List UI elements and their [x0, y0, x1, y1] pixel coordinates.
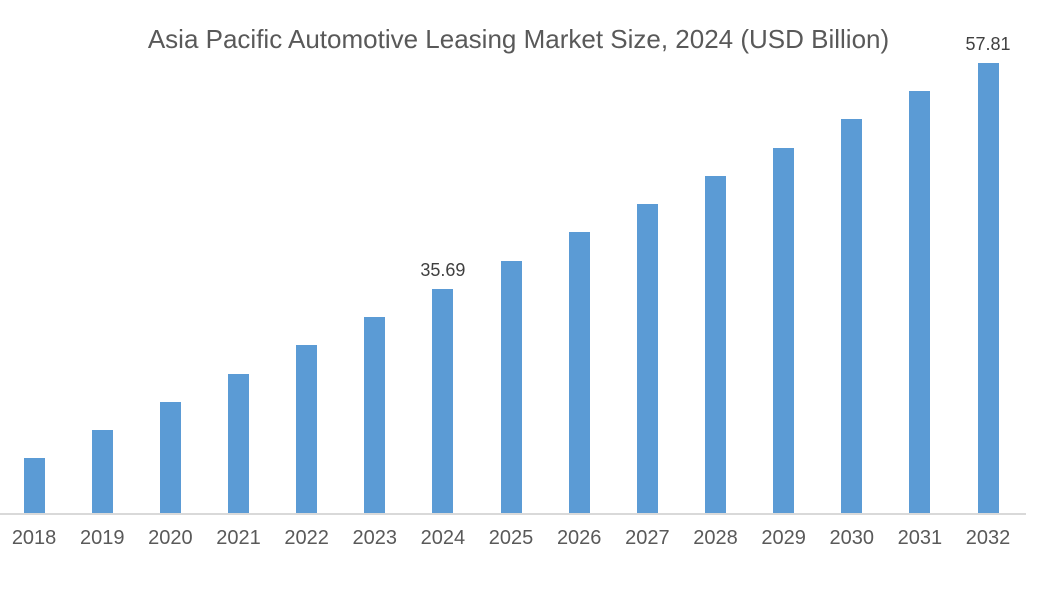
bar-2024 [432, 289, 454, 513]
bar-column-2025 [477, 58, 545, 513]
bar-column-2027 [613, 58, 681, 513]
bar-column-2022 [273, 58, 341, 513]
bar-2025 [500, 261, 522, 513]
bar-2028 [704, 176, 726, 513]
x-axis-tick-labels: 2018 2019 2020 2021 2022 2023 2024 2025 2026 2027… [0, 527, 1022, 549]
x-tick-2018: 2018 [11, 527, 57, 549]
data-label-2032: 57.81 [965, 34, 1011, 55]
x-tick-2029: 2029 [761, 527, 806, 549]
bar-column-2032: 57.81 [954, 34, 1022, 513]
bar-2030 [841, 119, 863, 513]
x-tick-2030: 2030 [829, 527, 875, 549]
x-tick-2028: 2028 [693, 527, 738, 549]
bar-column-2019 [68, 58, 136, 513]
x-tick-2027: 2027 [625, 527, 670, 549]
bar-column-2024: 35.69 [409, 58, 477, 513]
bar-column-2026 [545, 58, 613, 513]
bar-column-2021 [204, 58, 272, 513]
bar-2029 [773, 148, 795, 513]
x-tick-2023: 2023 [352, 527, 398, 549]
bar-column-2031 [886, 58, 954, 513]
bar-2026 [568, 232, 590, 513]
bar-column-2023 [341, 58, 409, 513]
x-tick-2025: 2025 [488, 527, 534, 549]
x-tick-2019: 2019 [79, 527, 125, 549]
bar-column-2018 [0, 58, 68, 513]
bar-2021 [227, 374, 249, 513]
bar-2032 [977, 63, 999, 513]
bar-column-2020 [136, 58, 204, 513]
x-axis-line [0, 513, 1026, 515]
x-tick-2032: 2032 [965, 527, 1011, 549]
data-label-2024: 35.69 [420, 260, 466, 281]
bar-2022 [296, 345, 318, 513]
bar-2027 [636, 204, 658, 513]
chart-title: Asia Pacific Automotive Leasing Market S… [147, 24, 890, 54]
plot-area: 35.69 57.81 [0, 34, 1022, 513]
bar-2018 [23, 458, 45, 513]
bar-column-2029 [750, 58, 818, 513]
bar-2020 [159, 402, 181, 513]
bar-column-2028 [681, 58, 749, 513]
x-tick-2026: 2026 [556, 527, 602, 549]
bar-2019 [91, 430, 113, 513]
x-tick-2020: 2020 [148, 527, 193, 549]
bar-2023 [364, 317, 386, 513]
bar-2031 [909, 91, 931, 513]
bar-column-2030 [818, 58, 886, 513]
x-tick-2021: 2021 [216, 527, 261, 549]
x-tick-2024: 2024 [420, 527, 466, 549]
x-tick-2031: 2031 [897, 527, 943, 549]
x-tick-2022: 2022 [284, 527, 329, 549]
